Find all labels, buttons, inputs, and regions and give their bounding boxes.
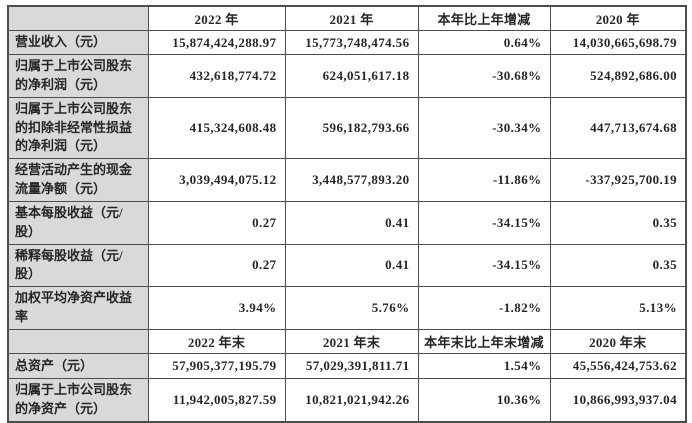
- table-row-net-profit: 归属于上市公司股东的净利润（元） 432,618,774.72 624,051,…: [7, 54, 687, 98]
- row-label: 归属于上市公司股东的净利润（元）: [7, 54, 149, 98]
- value-cell: 45,556,424,753.62: [549, 352, 687, 379]
- column-header-2020: 2020 年: [549, 5, 687, 31]
- table-row-weighted-avg-roe: 加权平均净资产收益率 3.94% 5.76% -1.82% 5.13%: [7, 286, 687, 330]
- value-cell: 447,713,674.68: [549, 96, 687, 160]
- value-cell: 3,448,577,893.20: [284, 158, 419, 202]
- value-cell: 57,029,391,811.71: [284, 352, 419, 379]
- value-cell: 57,905,377,195.79: [147, 352, 286, 379]
- value-cell: -34.15%: [417, 243, 551, 288]
- value-cell: 14,030,665,698.79: [549, 30, 687, 55]
- value-cell: 0.41: [284, 200, 419, 245]
- table-row-total-assets: 总资产（元） 57,905,377,195.79 57,029,391,811.…: [7, 352, 687, 379]
- report-page: 2022 年 2021 年 本年比上年增减 2020 年 营业收入（元） 15,…: [7, 5, 687, 423]
- value-cell: 524,892,686.00: [549, 54, 687, 98]
- column-header-yoy-change: 本年比上年增减: [417, 5, 551, 31]
- value-cell: 0.35: [549, 243, 687, 288]
- row-label: 归属于上市公司股东的扣除非经常性损益的净利润（元）: [7, 96, 149, 160]
- table-row-operating-cash-flow: 经营活动产生的现金流量净额（元） 3,039,494,075.12 3,448,…: [7, 158, 687, 202]
- table-row-net-assets: 归属于上市公司股东的净资产（元） 11,942,005,827.59 10,82…: [7, 377, 687, 423]
- value-cell: -11.86%: [417, 158, 551, 202]
- corner-cell: [7, 5, 149, 31]
- value-cell: 1.54%: [417, 352, 551, 379]
- column-header-2020-end: 2020 年末: [549, 328, 687, 354]
- value-cell: 10,821,021,942.26: [284, 377, 419, 423]
- column-header-2022: 2022 年: [147, 5, 286, 31]
- column-header-2022-end: 2022 年末: [147, 328, 286, 354]
- row-label: 基本每股收益（元/股）: [7, 200, 149, 245]
- financial-summary-table: 2022 年 2021 年 本年比上年增减 2020 年 营业收入（元） 15,…: [7, 5, 687, 423]
- row-label: 加权平均净资产收益率: [7, 286, 149, 330]
- value-cell: -30.68%: [417, 54, 551, 98]
- table-row-basic-eps: 基本每股收益（元/股） 0.27 0.41 -34.15% 0.35: [7, 200, 687, 245]
- value-cell: -34.15%: [417, 200, 551, 245]
- value-cell: 3,039,494,075.12: [147, 158, 286, 202]
- value-cell: 624,051,617.18: [284, 54, 419, 98]
- column-header-yoy-end-change: 本年末比上年末增减: [417, 328, 551, 354]
- value-cell: 10.36%: [417, 377, 551, 423]
- value-cell: 5.13%: [549, 286, 687, 330]
- column-header-2021: 2021 年: [284, 5, 419, 31]
- value-cell: -337,925,700.19: [549, 158, 687, 202]
- row-label: 总资产（元）: [7, 352, 149, 379]
- value-cell: 0.27: [147, 200, 286, 245]
- value-cell: 0.64%: [417, 30, 551, 55]
- value-cell: 3.94%: [147, 286, 286, 330]
- value-cell: -30.34%: [417, 96, 551, 160]
- period-end-header-row: 2022 年末 2021 年末 本年末比上年末增减 2020 年末: [7, 328, 687, 354]
- value-cell: 11,942,005,827.59: [147, 377, 286, 423]
- value-cell: 15,874,424,288.97: [147, 30, 286, 55]
- value-cell: 415,324,608.48: [147, 96, 286, 160]
- row-label: 归属于上市公司股东的净资产（元）: [7, 377, 149, 423]
- value-cell: 596,182,793.66: [284, 96, 419, 160]
- value-cell: 0.41: [284, 243, 419, 288]
- value-cell: 0.35: [549, 200, 687, 245]
- table-row-diluted-eps: 稀释每股收益（元/股） 0.27 0.41 -34.15% 0.35: [7, 243, 687, 288]
- value-cell: 5.76%: [284, 286, 419, 330]
- value-cell: 10,866,993,937.04: [549, 377, 687, 423]
- table-row-revenue: 营业收入（元） 15,874,424,288.97 15,773,748,474…: [7, 30, 687, 55]
- column-header-2021-end: 2021 年末: [284, 328, 419, 354]
- value-cell: 432,618,774.72: [147, 54, 286, 98]
- value-cell: -1.82%: [417, 286, 551, 330]
- corner-cell: [7, 328, 149, 354]
- value-cell: 0.27: [147, 243, 286, 288]
- row-label: 经营活动产生的现金流量净额（元）: [7, 158, 149, 202]
- value-cell: 15,773,748,474.56: [284, 30, 419, 55]
- row-label: 营业收入（元）: [7, 30, 149, 55]
- row-label: 稀释每股收益（元/股）: [7, 243, 149, 288]
- period-header-row: 2022 年 2021 年 本年比上年增减 2020 年: [7, 5, 687, 31]
- table-row-net-profit-excl-nonrecurring: 归属于上市公司股东的扣除非经常性损益的净利润（元） 415,324,608.48…: [7, 96, 687, 160]
